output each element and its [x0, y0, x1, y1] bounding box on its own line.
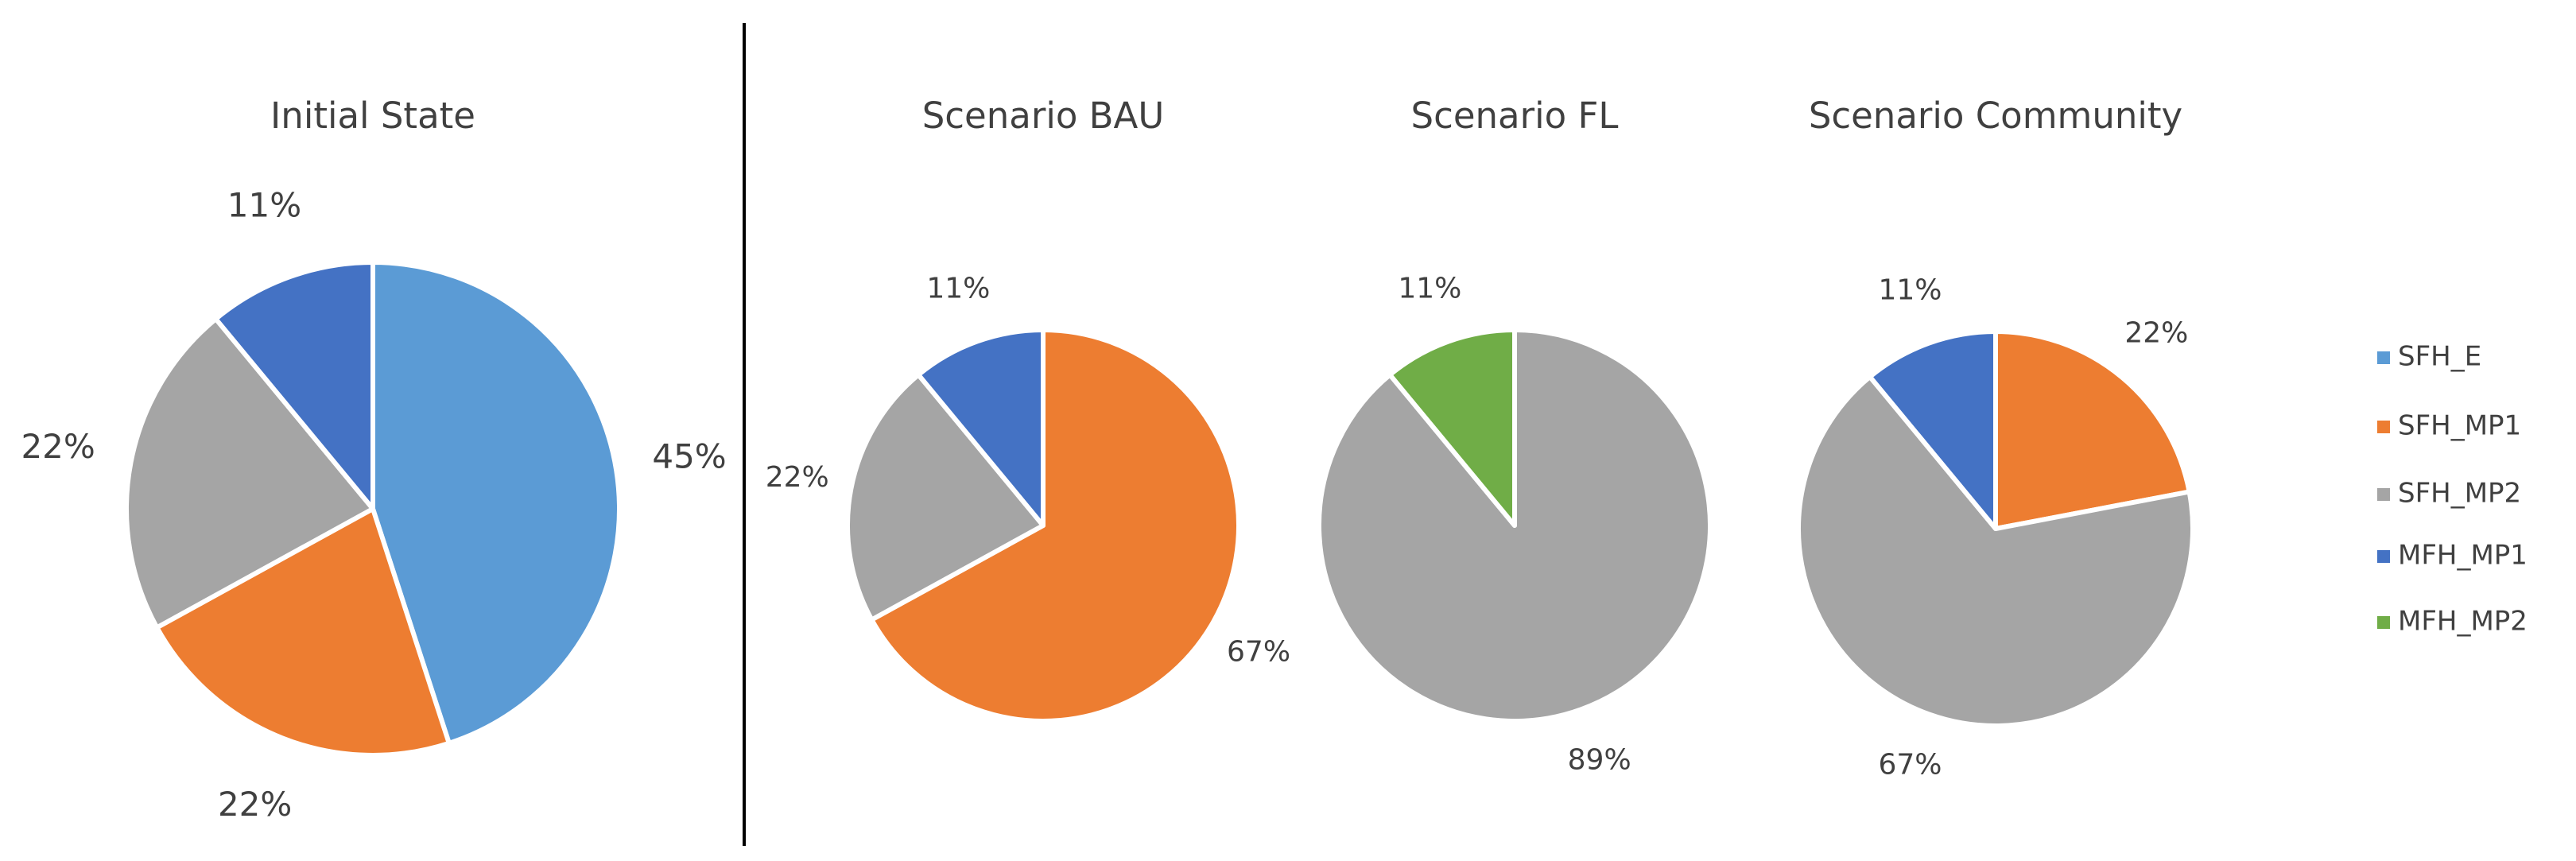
legend-swatch	[2377, 488, 2390, 501]
chart-title: Scenario FL	[1411, 95, 1619, 137]
data-label: 67%	[1227, 635, 1290, 668]
legend-label: SFH_E	[2398, 341, 2481, 373]
data-label: 45%	[652, 436, 726, 475]
chart-title: Scenario Community	[1809, 95, 2182, 137]
data-label: 22%	[2124, 316, 2188, 349]
data-label: 22%	[21, 427, 95, 466]
legend-label: MFH_MP2	[2398, 606, 2528, 638]
pie-slice	[1796, 374, 2195, 728]
legend-swatch	[2377, 421, 2390, 433]
pie-slice	[869, 328, 1241, 723]
pie-slice	[1387, 328, 1517, 528]
pie-slice	[154, 506, 452, 758]
pie-slice	[1867, 329, 1998, 531]
data-label: 67%	[1878, 749, 1942, 781]
data-label: 11%	[926, 273, 990, 305]
chart-title: Initial State	[270, 95, 475, 137]
data-label: 11%	[227, 185, 301, 224]
chart-title: Scenario BAU	[922, 95, 1165, 137]
data-label: 11%	[1398, 273, 1461, 305]
data-label: 89%	[1568, 743, 1631, 776]
legend-swatch	[2377, 616, 2390, 629]
data-label: 22%	[218, 785, 292, 824]
data-label: 11%	[1878, 273, 1942, 306]
legend-label: MFH_MP1	[2398, 540, 2528, 572]
pie-slice	[1993, 329, 2192, 531]
pie-slice	[845, 372, 1046, 622]
pie-slice	[213, 260, 375, 511]
legend-label: SFH_MP1	[2398, 410, 2521, 442]
legend-label: SFH_MP2	[2398, 478, 2521, 510]
legend-swatch	[2377, 550, 2390, 563]
pie-slice	[124, 316, 375, 630]
legend-swatch	[2377, 351, 2390, 364]
pie-slice	[370, 260, 622, 746]
data-label: 22%	[766, 461, 829, 494]
pie-slice	[916, 328, 1046, 528]
